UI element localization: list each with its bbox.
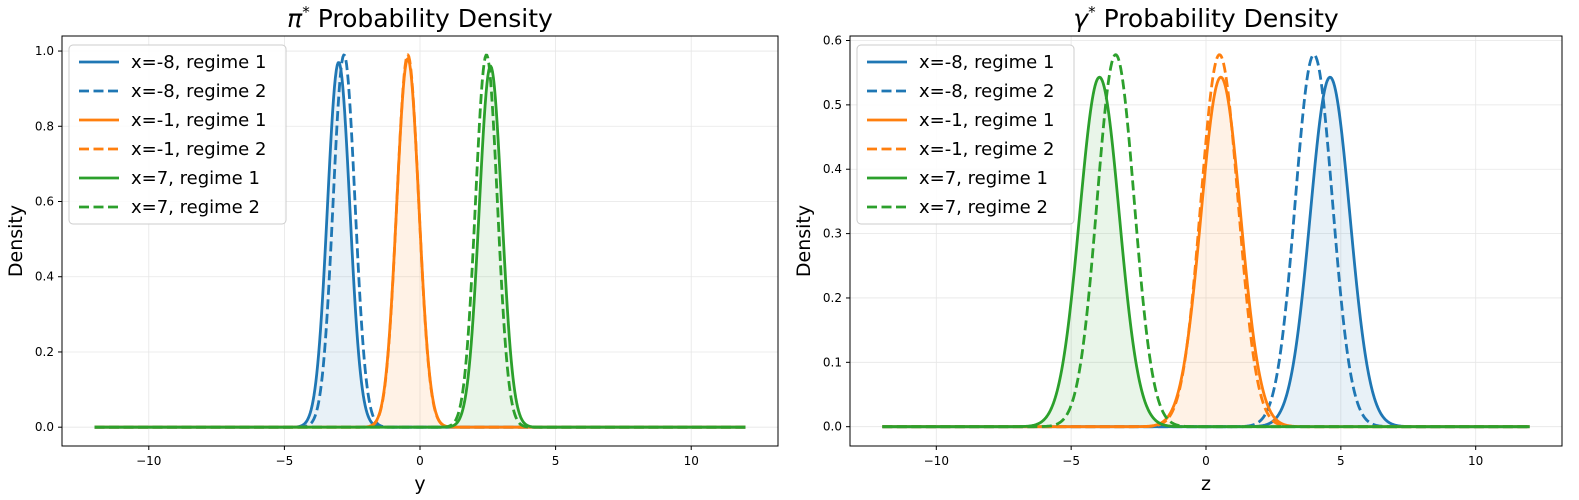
legend-label: x=-8, regime 1 [919, 52, 1054, 73]
x-tick-label: 10 [684, 454, 699, 468]
x-tick-label: −5 [1062, 454, 1080, 468]
x-tick-label: 0 [1202, 454, 1210, 468]
y-tick-label: 0.6 [823, 34, 842, 48]
legend-label: x=-8, regime 2 [131, 81, 266, 102]
y-tick-label: 0.4 [823, 162, 842, 176]
series-line-x-7-regime-2 [94, 53, 746, 429]
y-axis-label: Density [793, 205, 815, 277]
y-tick-label: 1.0 [35, 44, 54, 58]
x-axis-label: y [414, 473, 425, 495]
legend-label: x=-1, regime 2 [919, 139, 1054, 160]
legend-label: x=7, regime 2 [131, 197, 260, 218]
legend-label: x=7, regime 1 [131, 168, 260, 189]
legend-box [856, 44, 1075, 225]
y-tick-label: 0.4 [35, 270, 54, 284]
chart-panel-gamma: −10 −5 0 5 10 0.0 0.1 0.2 0.3 0.4 0.5 0.6 z Density γ*… [793, 3, 1563, 495]
x-tick-label: −10 [924, 454, 949, 468]
legend-label: x=-1, regime 1 [131, 110, 266, 131]
title-symbol: π [287, 4, 303, 33]
y-tick-label: 0.2 [823, 291, 842, 305]
legend-label: x=-8, regime 1 [131, 52, 266, 73]
y-axis-label: Density [5, 205, 27, 277]
legend-label: x=-8, regime 2 [919, 81, 1054, 102]
y-tick-label: 0.6 [35, 195, 54, 209]
chart-title: γ* Probability Density [1073, 3, 1339, 33]
x-axis-label: z [1201, 473, 1211, 495]
y-tick-label: 0.8 [35, 119, 54, 133]
series-line-x-7-regime-2 [881, 53, 1531, 429]
x-tick-label: −10 [136, 454, 161, 468]
x-tick-label: 5 [1337, 454, 1345, 468]
y-tick-label: 0.1 [823, 355, 842, 369]
y-tick-label: 0.0 [35, 420, 54, 434]
y-tick-label: 0.2 [35, 345, 54, 359]
title-text: Probability Density [318, 4, 553, 33]
title-superscript: * [302, 3, 310, 21]
area-x-1-regime-1 [882, 77, 1530, 427]
x-tick-label: −5 [276, 454, 294, 468]
legend-box [68, 44, 287, 225]
title-superscript: * [1088, 3, 1096, 21]
x-tick-label: 0 [416, 454, 424, 468]
x-tick-label: 10 [1468, 454, 1483, 468]
title-text: Probability Density [1104, 4, 1339, 33]
chart-panel-pi: −10 −5 0 5 10 0.0 0.2 0.4 0.6 0.8 1.0 y Density π* Pro… [5, 3, 779, 495]
y-tick-label: 0.5 [823, 98, 842, 112]
legend: x=-8, regime 1 x=-8, regime 2 x=-1, regime… [68, 44, 287, 225]
chart-title: π* Probability Density [287, 3, 553, 33]
legend-label: x=7, regime 2 [919, 197, 1048, 218]
legend-label: x=-1, regime 1 [919, 110, 1054, 131]
y-tick-label: 0.3 [823, 227, 842, 241]
title-symbol: γ [1073, 4, 1089, 33]
legend-label: x=7, regime 1 [919, 168, 1048, 189]
legend-label: x=-1, regime 2 [131, 139, 266, 160]
y-tick-label: 0.0 [823, 420, 842, 434]
legend: x=-8, regime 1 x=-8, regime 2 x=-1, regime… [856, 44, 1075, 225]
x-tick-label: 5 [552, 454, 560, 468]
